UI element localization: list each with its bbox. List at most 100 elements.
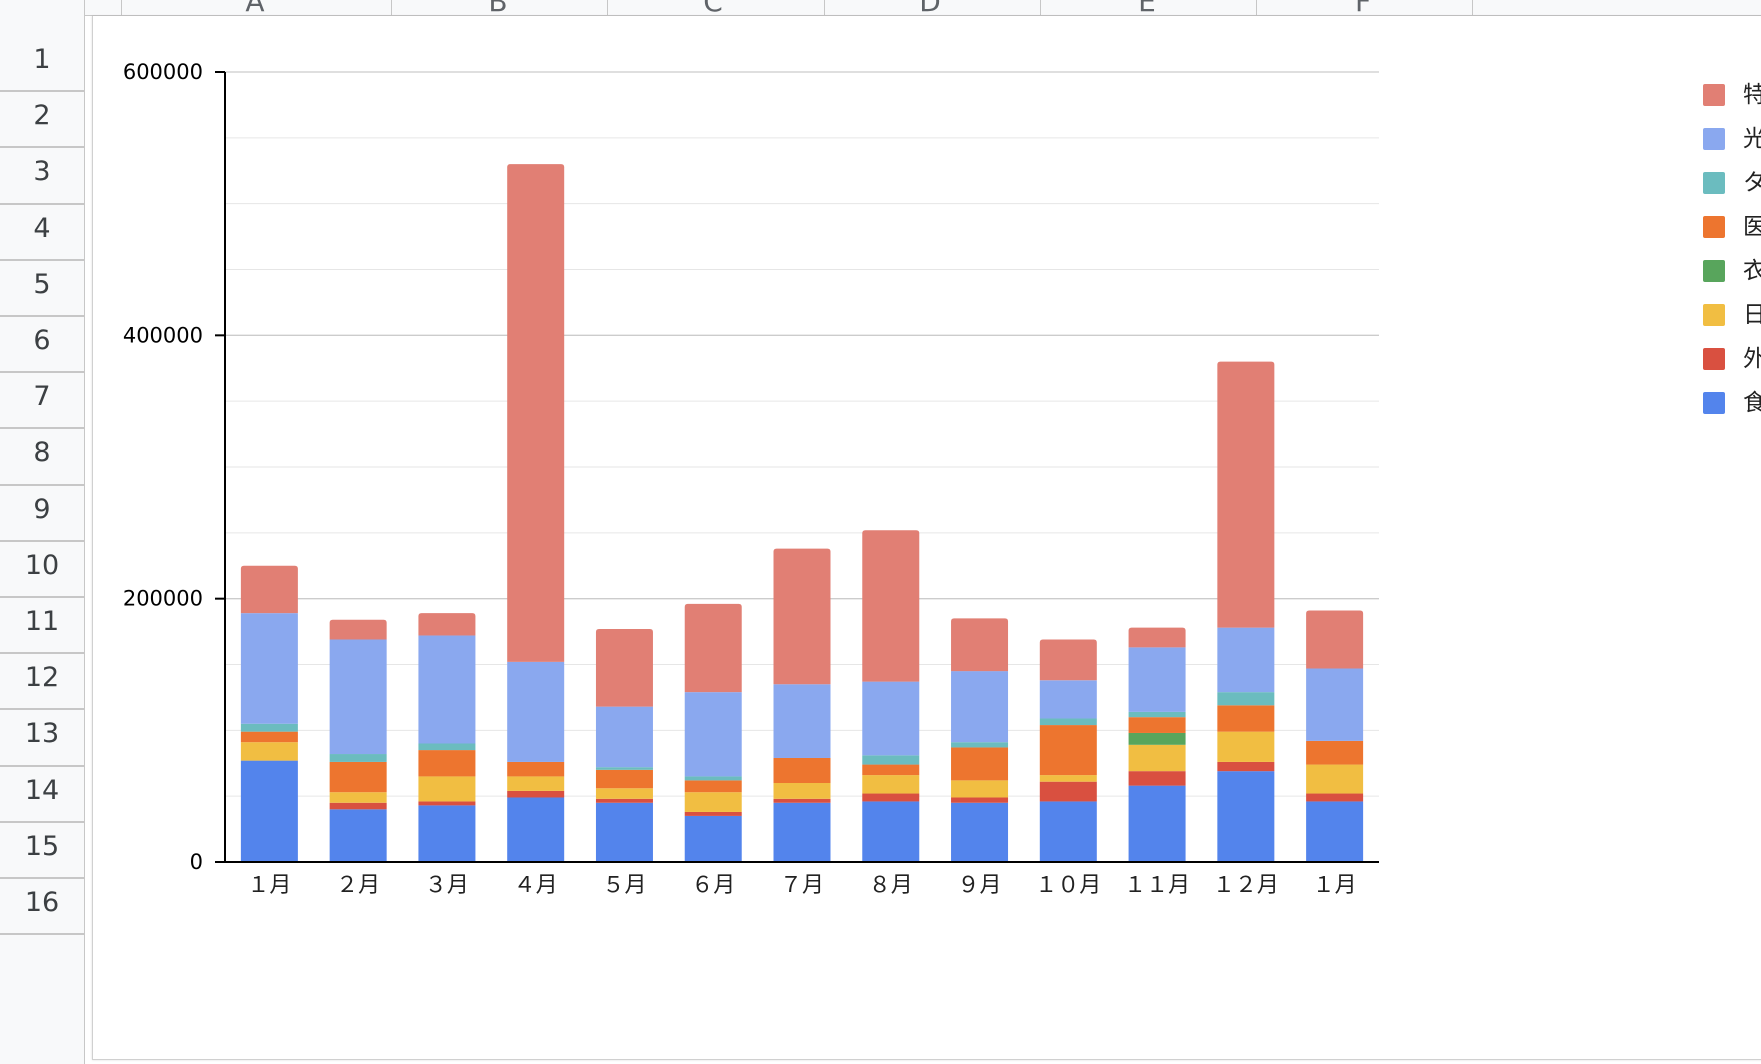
bar-stack[interactable] <box>684 603 742 862</box>
bar-segment[interactable] <box>1217 731 1275 762</box>
bar-segment[interactable] <box>951 802 1009 862</box>
row-header-16[interactable]: 16 <box>24 887 60 918</box>
row-separator[interactable] <box>0 877 84 879</box>
bar-segment[interactable] <box>507 164 565 662</box>
bar-segment[interactable] <box>773 757 831 783</box>
column-separator[interactable] <box>607 0 608 15</box>
bar-segment[interactable] <box>684 603 742 693</box>
bar-segment[interactable] <box>595 788 653 799</box>
bar-segment[interactable] <box>951 671 1009 743</box>
row-separator[interactable] <box>0 315 84 317</box>
column-separator[interactable] <box>1256 0 1257 15</box>
bar-segment[interactable] <box>1039 725 1097 776</box>
bar-segment[interactable] <box>329 802 387 810</box>
column-separator[interactable] <box>391 0 392 15</box>
row-separator[interactable] <box>0 483 84 486</box>
row-header-7[interactable]: 7 <box>33 381 51 413</box>
bar-segment[interactable] <box>773 802 831 862</box>
column-header-b[interactable]: B <box>488 0 508 18</box>
bar-segment[interactable] <box>329 754 387 762</box>
row-header-2[interactable]: 2 <box>33 100 51 132</box>
row-header-14[interactable]: 14 <box>24 774 60 806</box>
column-header-d[interactable]: D <box>919 0 941 18</box>
column-header-a[interactable]: A <box>245 0 265 18</box>
chart-container[interactable]: １月 ２月 ３月 ４月 ５月 ６月 ７月 ８月 ９月 １０月 １１月 １２月 １月 0 200000 4000… <box>92 16 1761 1060</box>
bar-segment[interactable] <box>862 764 920 776</box>
row-separator[interactable] <box>0 820 84 823</box>
row-header-12[interactable]: 12 <box>24 662 60 694</box>
bar-segment[interactable] <box>951 618 1009 672</box>
bar-segment[interactable] <box>1128 732 1186 745</box>
bar-segment[interactable] <box>773 783 831 799</box>
bar-segment[interactable] <box>240 742 298 761</box>
bar-segment[interactable] <box>595 769 653 789</box>
bar-segment[interactable] <box>862 775 920 794</box>
bar-segment[interactable] <box>1306 793 1364 802</box>
row-header-4[interactable]: 4 <box>33 212 51 244</box>
bar-segment[interactable] <box>418 805 476 862</box>
row-separator[interactable] <box>0 596 84 598</box>
bar-segment[interactable] <box>684 811 742 816</box>
bar-segment[interactable] <box>507 790 565 798</box>
bar-segment[interactable] <box>507 761 565 777</box>
column-header-f[interactable]: F <box>1354 0 1372 18</box>
column-separator[interactable] <box>121 0 122 15</box>
bar-segment[interactable] <box>1217 361 1275 628</box>
bar-segment[interactable] <box>1306 668 1364 741</box>
bar-segment[interactable] <box>684 776 742 781</box>
bar-segment[interactable] <box>1128 711 1186 718</box>
bar-stack[interactable] <box>595 628 653 862</box>
bar-stack[interactable] <box>773 548 831 862</box>
row-header-8[interactable]: 8 <box>33 437 51 469</box>
bar-segment[interactable] <box>595 706 653 768</box>
row-separator[interactable] <box>0 427 84 430</box>
bar-stack[interactable] <box>240 565 298 862</box>
bar-segment[interactable] <box>418 613 476 636</box>
row-separator[interactable] <box>0 202 84 205</box>
bar-segment[interactable] <box>240 731 298 743</box>
bar-segment[interactable] <box>684 792 742 812</box>
row-separator[interactable] <box>0 708 84 711</box>
bar-segment[interactable] <box>1217 761 1275 772</box>
row-header-13[interactable]: 13 <box>24 718 60 750</box>
bar-segment[interactable] <box>329 619 387 640</box>
bar-segment[interactable] <box>1217 771 1275 862</box>
bar-segment[interactable] <box>240 565 298 614</box>
row-header-1[interactable]: 1 <box>33 44 51 75</box>
row-header-10[interactable]: 10 <box>24 549 60 581</box>
row-separator[interactable] <box>0 90 84 93</box>
row-separator[interactable] <box>0 146 84 149</box>
bar-stack[interactable] <box>1217 361 1275 862</box>
bar-segment[interactable] <box>1039 781 1097 802</box>
row-header-3[interactable]: 3 <box>33 156 51 188</box>
column-separator[interactable] <box>1472 0 1473 15</box>
bar-segment[interactable] <box>951 780 1009 798</box>
bar-segment[interactable] <box>862 793 920 802</box>
bar-stack[interactable] <box>329 619 387 862</box>
bar-segment[interactable] <box>862 530 920 682</box>
bar-segment[interactable] <box>329 809 387 862</box>
row-header-9[interactable]: 9 <box>33 493 51 525</box>
row-header-5[interactable]: 5 <box>33 268 51 300</box>
bar-segment[interactable] <box>1039 680 1097 719</box>
bar-segment[interactable] <box>862 755 920 765</box>
column-separator[interactable] <box>1040 0 1041 15</box>
bar-segment[interactable] <box>862 801 920 862</box>
bar-stack[interactable] <box>1128 627 1186 862</box>
bar-segment[interactable] <box>1128 627 1186 648</box>
bar-segment[interactable] <box>1306 764 1364 794</box>
bar-segment[interactable] <box>418 743 476 751</box>
bar-segment[interactable] <box>1217 705 1275 732</box>
bar-segment[interactable] <box>1306 610 1364 669</box>
row-separator[interactable] <box>0 258 84 261</box>
bar-segment[interactable] <box>1306 801 1364 862</box>
bar-segment[interactable] <box>329 792 387 803</box>
bar-segment[interactable] <box>240 723 298 732</box>
bar-segment[interactable] <box>1128 785 1186 862</box>
bar-segment[interactable] <box>1128 717 1186 733</box>
bar-segment[interactable] <box>684 692 742 777</box>
bar-segment[interactable] <box>1039 639 1097 681</box>
bar-segment[interactable] <box>507 661 565 762</box>
row-separator[interactable] <box>0 764 84 767</box>
bar-segment[interactable] <box>862 681 920 756</box>
